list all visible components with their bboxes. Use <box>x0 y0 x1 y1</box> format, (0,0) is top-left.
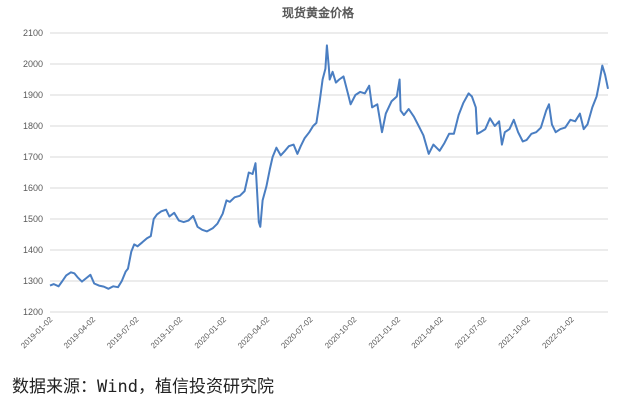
y-tick-label: 2000 <box>23 59 43 69</box>
x-tick-label: 2021-04-02 <box>410 315 446 351</box>
y-tick-label: 1800 <box>23 121 43 131</box>
price-line <box>49 44 609 290</box>
y-axis-ticks: 1200 1300 1400 1500 1600 1700 1800 1900 2000 2100 <box>23 28 43 317</box>
series-layer <box>49 44 609 290</box>
y-tick-label: 1700 <box>23 152 43 162</box>
x-tick-label: 2020-07-02 <box>279 315 315 351</box>
chart-area: 现货黄金价格 1200 1300 1400 1500 1600 1700 1800 1900 2… <box>19 5 609 351</box>
x-tick-label: 2019-07-02 <box>105 315 141 351</box>
source-note: 数据来源：Wind，植信投资研究院 <box>12 377 274 397</box>
y-tick-label: 1300 <box>23 276 43 286</box>
y-tick-label: 1600 <box>23 183 43 193</box>
x-tick-label: 2020-10-02 <box>323 315 359 351</box>
chart-title: 现货黄金价格 <box>282 5 355 20</box>
y-tick-label: 1500 <box>23 214 43 224</box>
x-tick-label: 2022-01-02 <box>540 315 576 351</box>
x-tick-label: 2020-04-02 <box>236 315 272 351</box>
x-tick-label: 2019-01-02 <box>19 315 55 351</box>
y-tick-label: 1200 <box>23 307 43 317</box>
line-chart: 现货黄金价格 1200 1300 1400 1500 1600 1700 1800 1900 2… <box>19 5 609 351</box>
x-tick-label: 2021-01-02 <box>367 315 403 351</box>
y-tick-label: 1400 <box>23 245 43 255</box>
x-axis-ticks: 2019-01-02 2019-04-02 2019-07-02 2019-10-02… <box>19 315 576 351</box>
x-tick-label: 2021-10-02 <box>497 315 533 351</box>
y-tick-label: 1900 <box>23 90 43 100</box>
x-tick-label: 2019-10-02 <box>149 315 185 351</box>
x-tick-label: 2021-07-02 <box>453 315 489 351</box>
y-tick-label: 2100 <box>23 28 43 38</box>
x-tick-label: 2019-04-02 <box>62 315 98 351</box>
x-tick-label: 2020-01-02 <box>193 315 229 351</box>
